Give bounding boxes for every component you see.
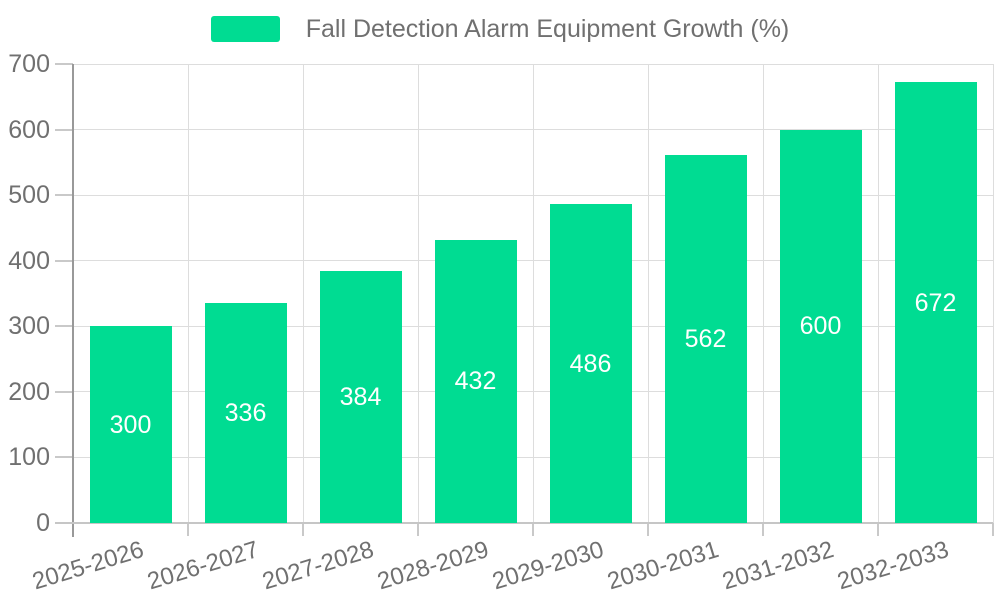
bar-value-label: 600	[799, 312, 842, 341]
y-axis-label: 600	[8, 115, 50, 144]
bar-2030-2031[interactable]	[664, 154, 747, 523]
y-axis-tick	[55, 456, 73, 459]
v-gridline	[532, 64, 534, 523]
x-axis-tick	[762, 523, 764, 536]
x-axis-tick	[992, 523, 994, 536]
v-gridline	[417, 64, 419, 523]
x-axis-line	[55, 522, 993, 524]
bar-value-label: 336	[224, 398, 267, 427]
v-gridline	[762, 64, 764, 523]
legend-swatch	[210, 16, 280, 42]
bar-2026-2027[interactable]	[204, 302, 287, 523]
y-axis-tick	[55, 63, 73, 65]
v-gridline	[302, 64, 304, 523]
y-axis-tick	[55, 194, 73, 197]
bar-2025-2026[interactable]	[89, 326, 172, 523]
v-gridline	[992, 64, 994, 523]
x-axis-tick	[187, 523, 189, 536]
legend[interactable]: Fall Detection Alarm Equipment Growth (%…	[0, 14, 1000, 44]
bar-2027-2028[interactable]	[319, 271, 402, 523]
y-axis-label: 700	[8, 50, 50, 78]
y-axis-label: 500	[8, 181, 50, 210]
v-gridline	[647, 64, 649, 523]
y-axis-label: 400	[8, 246, 50, 275]
plot-area: 300 336 384 432 486 562 600 672	[73, 63, 994, 523]
y-axis-tick	[55, 390, 73, 393]
v-gridline	[187, 64, 189, 523]
v-gridline	[877, 64, 879, 523]
bar-value-label: 384	[339, 383, 382, 412]
bar-2031-2032[interactable]	[779, 129, 862, 523]
bar-value-label: 672	[914, 288, 957, 317]
y-axis-label: 100	[8, 443, 50, 472]
x-axis-tick	[417, 523, 419, 536]
legend-label: Fall Detection Alarm Equipment Growth (%…	[305, 15, 790, 43]
y-axis-tick	[55, 325, 73, 328]
bar-value-label: 432	[454, 367, 497, 396]
y-axis-label: 200	[8, 377, 50, 406]
bar-2029-2030[interactable]	[549, 204, 632, 523]
bar-2028-2029[interactable]	[434, 239, 517, 523]
x-axis-tick	[302, 523, 304, 536]
bar-value-label: 562	[684, 324, 727, 353]
bar-value-label: 486	[569, 349, 612, 378]
x-axis-tick	[532, 523, 534, 536]
bar-2032-2033[interactable]	[894, 82, 977, 523]
y-axis-label: 300	[8, 312, 50, 341]
y-axis-label: 0	[36, 509, 50, 537]
x-axis-tick	[647, 523, 649, 536]
bar-value-label: 300	[109, 410, 152, 439]
y-axis-tick	[55, 128, 73, 131]
x-axis-tick	[877, 523, 879, 536]
y-axis-line	[72, 64, 74, 537]
y-axis-tick	[55, 259, 73, 262]
